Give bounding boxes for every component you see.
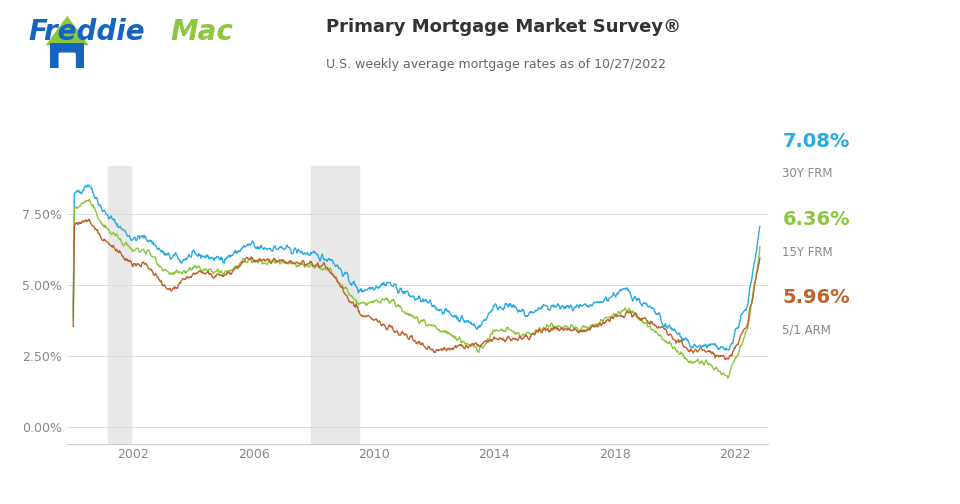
Text: 7.08%: 7.08% (782, 132, 850, 151)
FancyBboxPatch shape (59, 52, 76, 70)
Text: U.S. weekly average mortgage rates as of 10/27/2022: U.S. weekly average mortgage rates as of… (326, 58, 666, 71)
FancyBboxPatch shape (50, 43, 84, 69)
Text: 6.36%: 6.36% (782, 210, 850, 229)
Polygon shape (45, 16, 88, 45)
Text: 15Y FRM: 15Y FRM (782, 245, 833, 259)
Text: 5.96%: 5.96% (782, 288, 850, 307)
Text: Mac: Mac (171, 18, 233, 46)
Bar (311, 166, 359, 444)
Text: 30Y FRM: 30Y FRM (782, 167, 833, 180)
Text: Primary Mortgage Market Survey®: Primary Mortgage Market Survey® (326, 18, 682, 36)
Text: 5/1 ARM: 5/1 ARM (782, 324, 831, 337)
Text: Freddie: Freddie (29, 18, 145, 46)
Bar (108, 166, 131, 444)
